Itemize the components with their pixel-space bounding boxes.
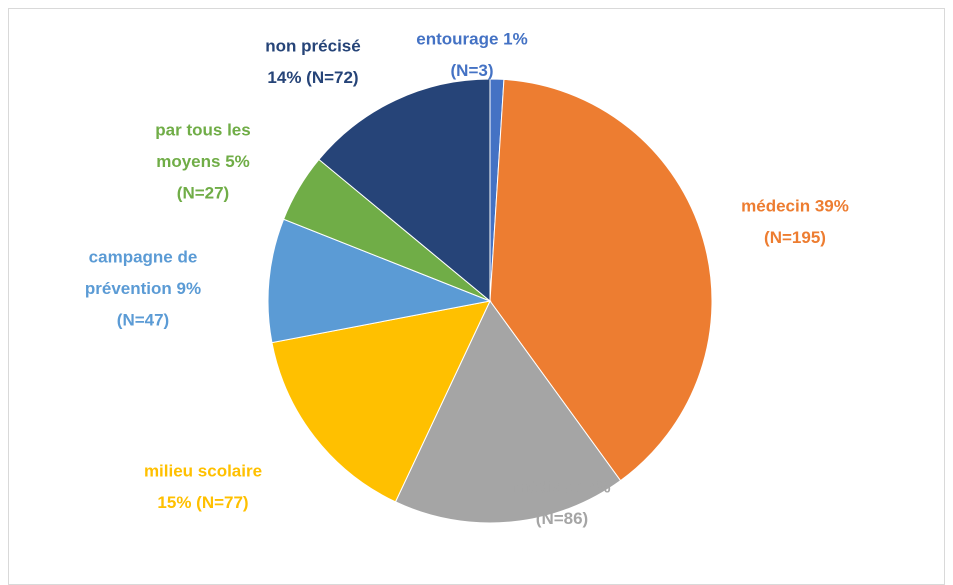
data-label: moyens 5% — [156, 152, 250, 171]
pie-slice — [318, 78, 491, 303]
data-label: (N=27) — [177, 183, 229, 202]
data-label: (N=3) — [451, 61, 494, 80]
data-label: non précisé — [265, 36, 360, 55]
data-label: (N=86) — [536, 509, 588, 528]
pie-slice — [489, 78, 713, 482]
data-label: milieu scolaire — [144, 461, 262, 480]
data-label: prévention 9% — [85, 279, 201, 298]
data-label: (N=47) — [117, 310, 169, 329]
data-label: campagne de — [89, 247, 198, 266]
data-label: 15% (N=77) — [157, 493, 248, 512]
pie-slice — [271, 300, 491, 503]
data-label: (N=195) — [764, 228, 826, 247]
pie-slice — [394, 300, 622, 524]
data-label: par tous les — [155, 120, 250, 139]
data-label: entourage 1% — [416, 29, 527, 48]
data-label: médias 17% — [513, 477, 610, 496]
data-label: 14% (N=72) — [267, 68, 358, 87]
pie-slice — [267, 218, 492, 344]
data-label: médecin 39% — [741, 196, 849, 215]
